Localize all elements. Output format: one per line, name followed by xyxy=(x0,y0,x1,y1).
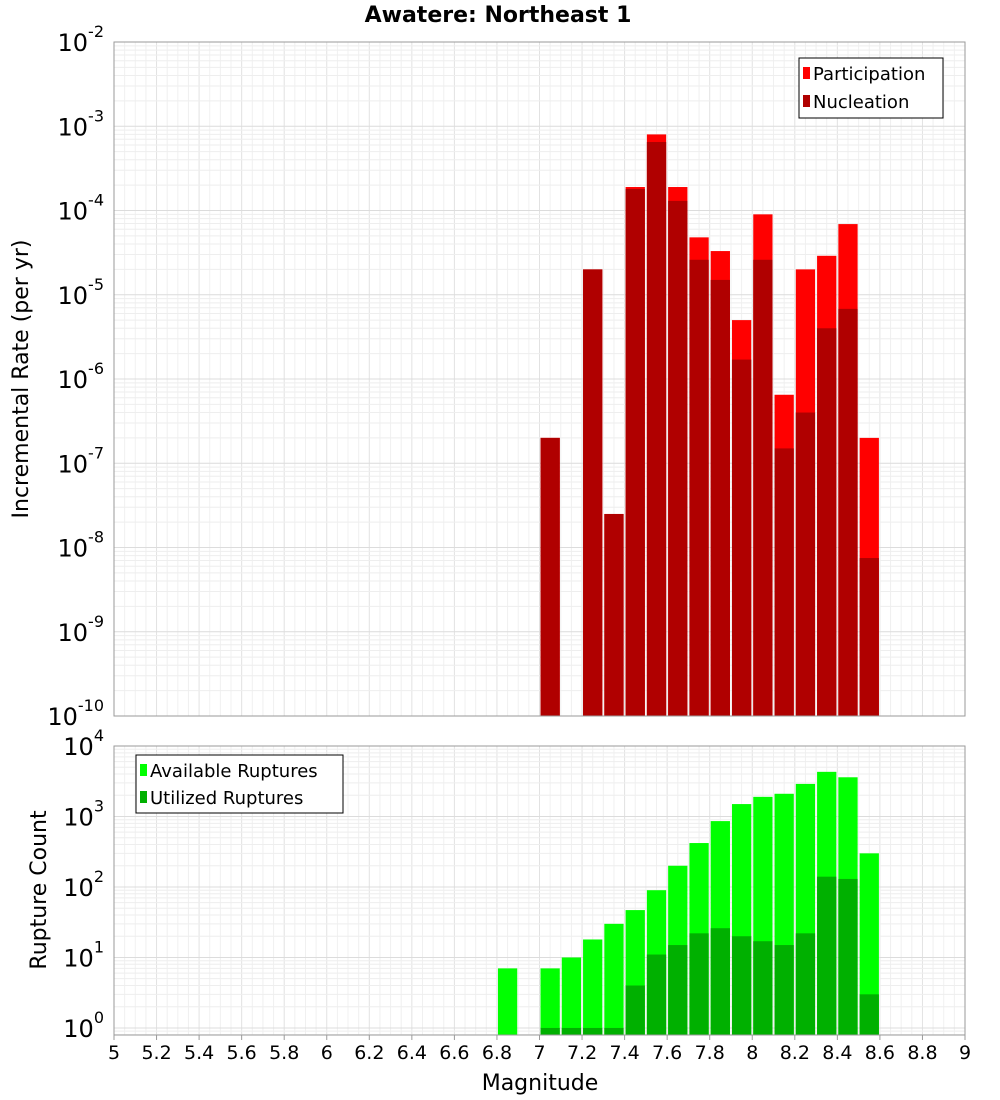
available-ruptures-bar xyxy=(561,957,582,1035)
x-tick-label: 8.2 xyxy=(780,1042,810,1064)
rupture-y-tick-label: 102 xyxy=(63,867,104,902)
x-tick-label: 6.6 xyxy=(439,1042,469,1064)
utilized-ruptures-bar xyxy=(604,1027,624,1035)
rate-y-tick-label: 10-3 xyxy=(58,106,105,141)
rate-grid xyxy=(113,42,966,717)
x-tick-label: 5.8 xyxy=(269,1042,299,1064)
utilized-ruptures-bar xyxy=(817,876,837,1035)
x-tick-label: 9 xyxy=(959,1042,971,1064)
nucleation-bar xyxy=(838,308,858,716)
utilized-ruptures-bar xyxy=(561,1027,582,1035)
x-tick-label: 8.4 xyxy=(822,1042,852,1064)
chart-title: Awatere: Northeast 1 xyxy=(365,3,632,28)
nucleation-bar xyxy=(668,200,688,716)
nucleation-bar xyxy=(604,513,624,716)
x-tick-label: 6 xyxy=(321,1042,333,1064)
rupture-panel: 100 101 102 103 104 5 5.2 5.4 5.6 5.8 6 6.2 6.4 6.6 6… xyxy=(27,726,971,1096)
utilized-legend-swatch xyxy=(140,791,147,803)
x-tick-label: 8.8 xyxy=(907,1042,937,1064)
nucleation-bar xyxy=(795,412,816,716)
rate-y-tick-label: 10-8 xyxy=(58,528,105,563)
rupture-legend: Available Ruptures Utilized Ruptures xyxy=(135,754,344,814)
rate-y-tick-label: 10-10 xyxy=(47,696,104,731)
rupture-y-tick-label: 101 xyxy=(63,937,104,972)
nucleation-bar xyxy=(646,142,667,716)
rupture-bars xyxy=(497,771,879,1035)
x-tick-label: 5.4 xyxy=(184,1042,214,1064)
rate-legend-box xyxy=(798,57,944,119)
rate-y-tick-label: 10-9 xyxy=(58,612,105,647)
nucleation-legend-swatch xyxy=(803,95,810,107)
utilized-ruptures-bar xyxy=(689,933,709,1035)
x-tick-label: 6.8 xyxy=(482,1042,512,1064)
nucleation-bar xyxy=(625,188,645,716)
nucleation-bar xyxy=(710,279,730,716)
rupture-y-ticks: 100 101 102 103 104 xyxy=(63,726,104,1043)
available-ruptures-bar xyxy=(540,968,560,1035)
nucleation-bar xyxy=(774,448,794,716)
rate-bars xyxy=(540,134,879,717)
utilized-ruptures-bar xyxy=(838,878,858,1035)
x-tick-label: 7.6 xyxy=(652,1042,682,1064)
nucleation-bar xyxy=(540,437,560,716)
rate-y-tick-label: 10-5 xyxy=(58,275,105,310)
utilized-ruptures-bar xyxy=(646,954,667,1035)
utilized-ruptures-bar xyxy=(710,928,730,1035)
available-legend-swatch xyxy=(140,764,147,776)
rate-y-axis-label: Incremental Rate (per yr) xyxy=(9,240,34,519)
rate-y-tick-label: 10-2 xyxy=(58,22,105,57)
rate-y-ticks: 10-10 10-9 10-8 10-7 10-6 10-5 10-4 10-3 10-2 xyxy=(47,22,104,731)
rate-panel: 10-10 10-9 10-8 10-7 10-6 10-5 10-4 10-3 10-2 In… xyxy=(9,22,966,731)
available-ruptures-bar xyxy=(583,939,603,1035)
utilized-ruptures-bar xyxy=(625,985,645,1035)
nucleation-bar xyxy=(731,359,752,716)
x-axis-label: Magnitude xyxy=(482,1071,599,1096)
magnitude-x-ticks: 5 5.2 5.4 5.6 5.8 6 6.2 6.4 6.6 6.8 7 7.2 7.4 7.6 7.8 8… xyxy=(108,1035,971,1064)
utilized-ruptures-bar xyxy=(731,936,752,1035)
utilized-ruptures-bar xyxy=(583,1027,603,1035)
utilized-ruptures-bar xyxy=(859,994,879,1035)
rupture-legend-box xyxy=(135,754,344,814)
rate-y-tick-label: 10-4 xyxy=(58,191,105,226)
rate-plot-frame xyxy=(113,41,966,717)
nucleation-legend-label: Nucleation xyxy=(813,92,909,113)
x-tick-label: 6.2 xyxy=(354,1042,384,1064)
x-tick-label: 7.4 xyxy=(609,1042,639,1064)
rate-y-tick-label: 10-7 xyxy=(58,443,105,478)
x-tick-label: 6.4 xyxy=(397,1042,427,1064)
x-tick-label: 7 xyxy=(533,1042,545,1064)
rate-y-tick-label: 10-6 xyxy=(58,359,105,394)
utilized-ruptures-bar xyxy=(668,945,688,1035)
x-tick-label: 5.2 xyxy=(141,1042,171,1064)
rupture-y-tick-label: 104 xyxy=(63,726,104,761)
utilized-ruptures-bar xyxy=(774,945,794,1035)
rupture-y-tick-label: 100 xyxy=(63,1008,104,1043)
available-ruptures-bar xyxy=(497,968,518,1035)
x-tick-label: 8.6 xyxy=(865,1042,895,1064)
nucleation-bar xyxy=(689,259,709,716)
rate-legend: Participation Nucleation xyxy=(798,57,944,119)
x-tick-label: 7.8 xyxy=(695,1042,725,1064)
available-ruptures-bar xyxy=(604,923,624,1035)
nucleation-bar xyxy=(817,328,837,716)
utilized-ruptures-bar xyxy=(795,933,816,1035)
available-legend-label: Available Ruptures xyxy=(150,761,318,782)
nucleation-bar xyxy=(583,269,603,716)
nucleation-bar xyxy=(753,259,773,716)
participation-legend-label: Participation xyxy=(813,64,925,85)
x-tick-label: 7.2 xyxy=(567,1042,597,1064)
rupture-y-axis-label: Rupture Count xyxy=(27,810,52,970)
utilized-legend-label: Utilized Ruptures xyxy=(150,788,303,809)
nucleation-bar xyxy=(859,558,879,716)
utilized-ruptures-bar xyxy=(540,1027,560,1035)
utilized-ruptures-bar xyxy=(753,941,773,1035)
available-ruptures-bar xyxy=(859,853,879,1035)
x-tick-label: 5.6 xyxy=(227,1042,257,1064)
x-tick-label: 8 xyxy=(746,1042,758,1064)
rupture-y-tick-label: 103 xyxy=(63,796,104,831)
participation-legend-swatch xyxy=(803,67,810,79)
x-tick-label: 5 xyxy=(108,1042,120,1064)
